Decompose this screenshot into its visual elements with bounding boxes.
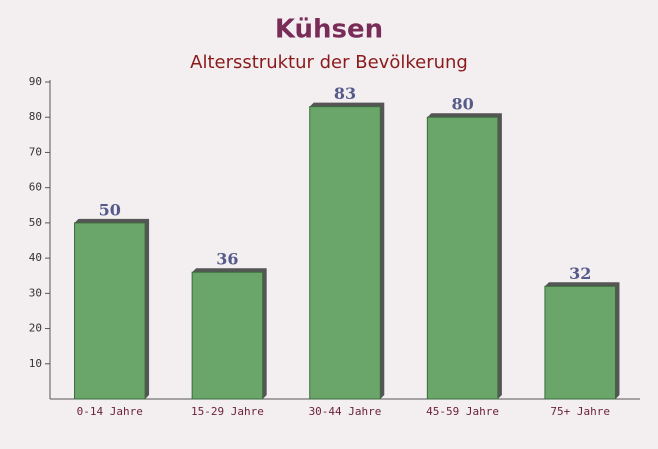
y-tick-label: 70 <box>29 145 42 158</box>
value-label: 80 <box>451 95 473 114</box>
bar <box>191 271 264 400</box>
x-tick-label: 30-44 Jahre <box>309 405 382 418</box>
chart-subtitle: Altersstruktur der Bevölkerung <box>190 52 468 73</box>
bar <box>426 116 499 400</box>
bar <box>544 285 616 400</box>
x-tick-label: 0-14 Jahre <box>77 405 143 418</box>
y-tick-label: 80 <box>29 110 42 123</box>
y-tick-label: 60 <box>29 181 42 194</box>
y-tick-label: 10 <box>29 357 42 370</box>
x-tick-label: 75+ Jahre <box>550 405 610 418</box>
y-tick-label: 50 <box>29 216 42 229</box>
value-label: 32 <box>569 264 591 283</box>
y-tick-label: 40 <box>29 251 42 264</box>
value-label: 50 <box>99 200 121 219</box>
y-tick-label: 90 <box>29 75 42 88</box>
chart-title: Kühsen <box>275 15 383 45</box>
value-label: 36 <box>216 250 238 269</box>
x-tick-label: 15-29 Jahre <box>191 405 264 418</box>
y-tick-label: 20 <box>29 322 42 335</box>
bar <box>309 106 381 400</box>
x-tick-label: 45-59 Jahre <box>426 405 499 418</box>
y-tick-label: 30 <box>29 286 42 299</box>
value-label: 83 <box>334 84 356 103</box>
bar <box>74 222 146 400</box>
